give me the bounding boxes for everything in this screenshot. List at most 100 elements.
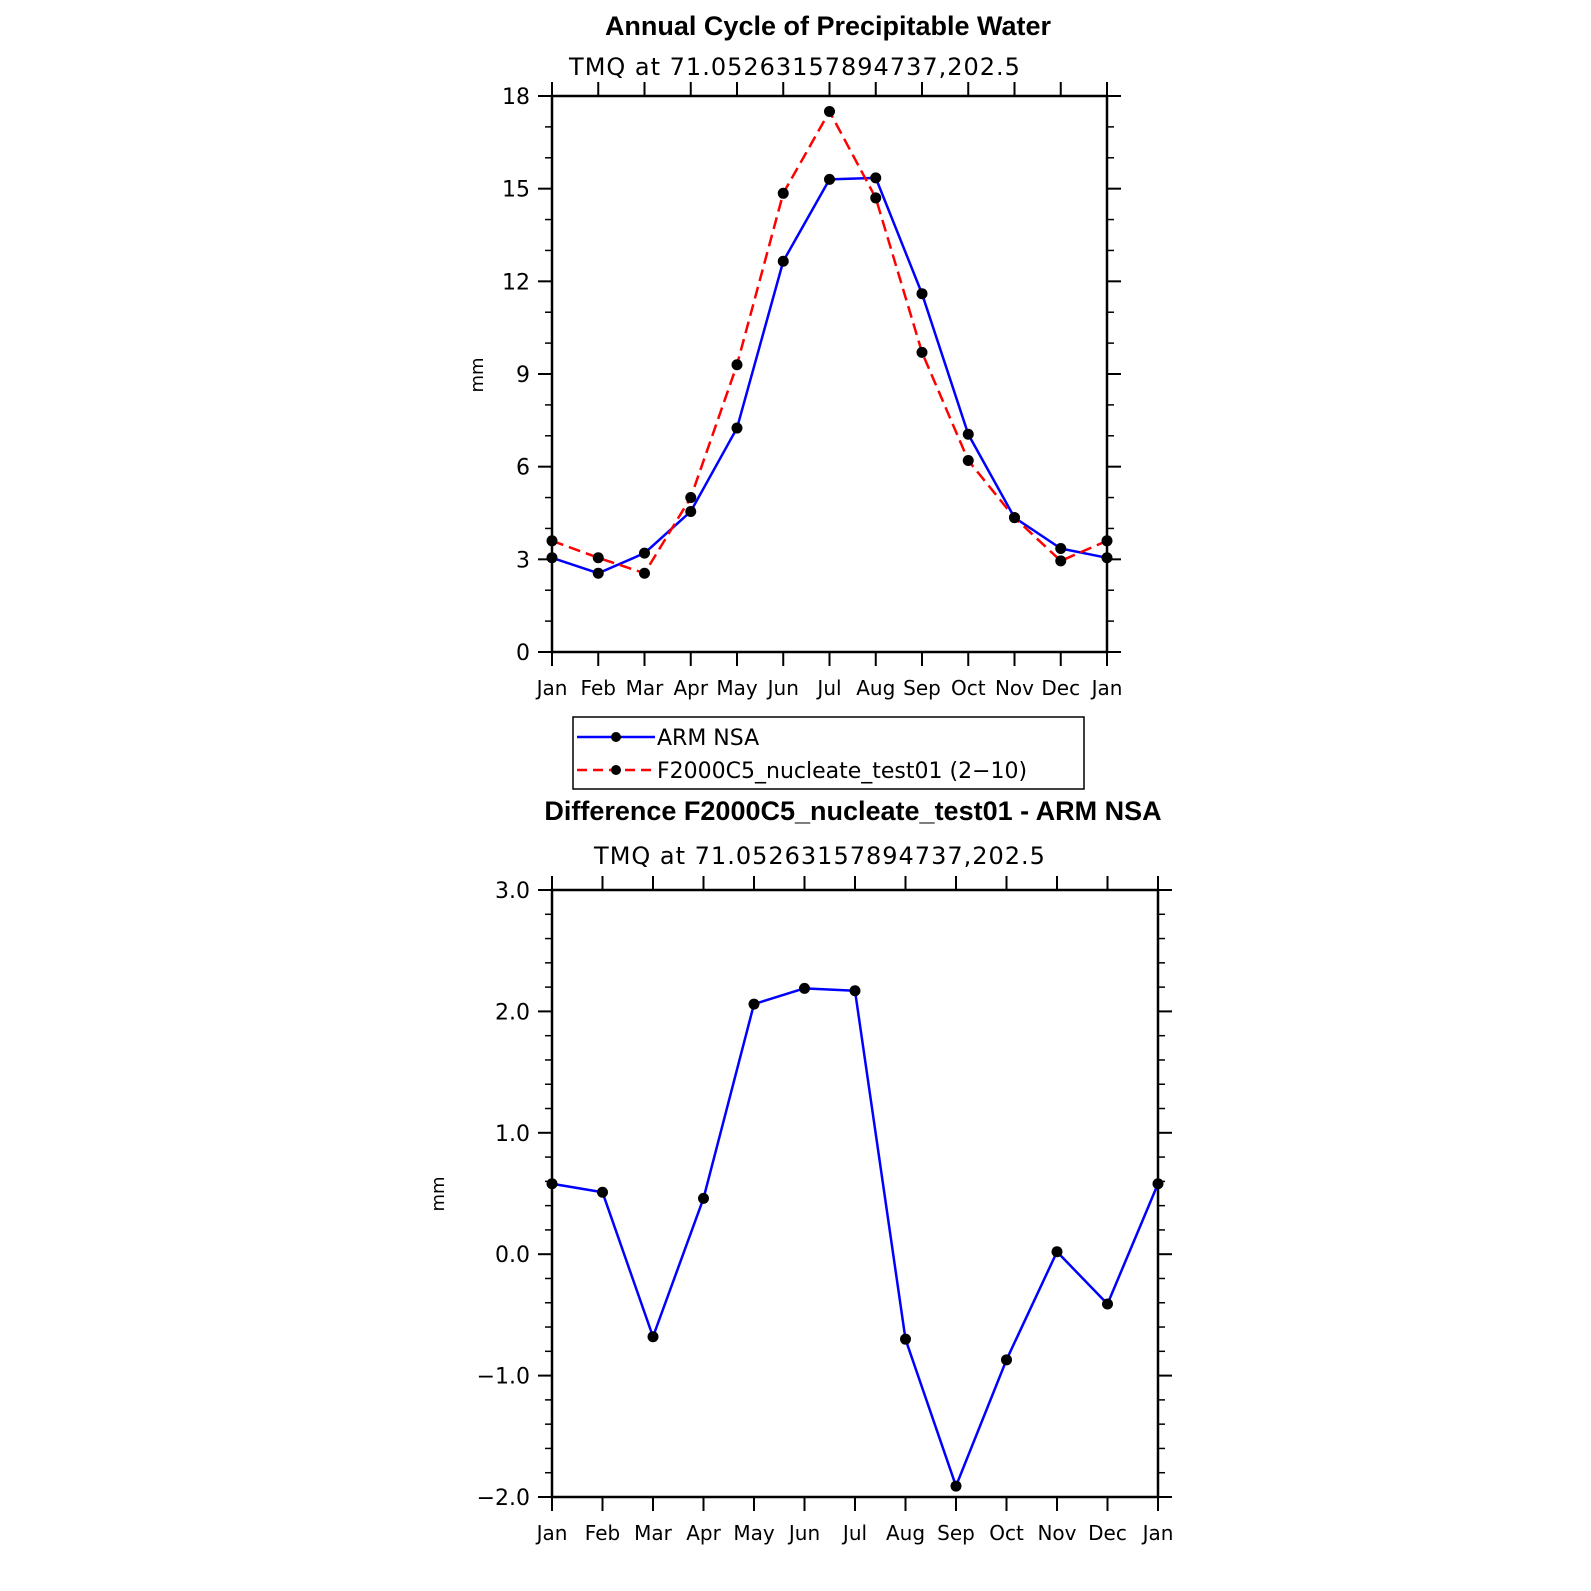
x-tick-label: Aug (856, 676, 895, 700)
x-tick-label: Sep (937, 1521, 975, 1545)
y-ticks: −2.0 −1.0 0.0 1.0 2.0 3.0 (477, 879, 1172, 1511)
y-tick-label: −2.0 (477, 1486, 530, 1511)
chart-subtitle: TMQ at 71.05263157894737,202.5 (593, 842, 1046, 870)
data-point-series-0 (900, 1333, 911, 1345)
data-point-series-0 (685, 505, 697, 517)
data-point-series-1 (962, 454, 974, 466)
legend-label-arm-nsa: ARM NSA (657, 726, 759, 751)
x-tick-label: Jan (535, 1521, 568, 1545)
data-point-series-1 (685, 492, 697, 504)
data-point-series-0 (1055, 543, 1067, 555)
data-point-series-0 (592, 567, 604, 579)
legend-box (572, 716, 1085, 790)
data-point-series-0 (698, 1192, 709, 1204)
y-tick-label: 18 (502, 85, 530, 110)
data-point-series-0 (647, 1331, 659, 1343)
x-ticks: Jan Feb Mar Apr May Jun Jul Aug Sep Oct Nov Dec Jan (535, 876, 1174, 1545)
data-point-series-0 (546, 552, 558, 564)
data-point-series-1 (731, 359, 743, 371)
x-tick-label: Oct (951, 676, 986, 700)
data-point-series-1 (916, 346, 928, 358)
x-tick-label: Jan (1141, 1521, 1174, 1545)
x-tick-label: Nov (995, 676, 1034, 700)
data-point-series-0 (962, 428, 974, 440)
plot-frame (550, 888, 1160, 1499)
data-point-series-1 (870, 192, 882, 204)
x-tick-label: May (716, 676, 758, 700)
x-tick-label: Mar (634, 1521, 673, 1545)
x-tick-label: Oct (989, 1521, 1024, 1545)
x-tick-label: Jun (766, 676, 799, 700)
annual-cycle-chart: Annual Cycle of Precipitable Water TMQ a… (467, 11, 1123, 790)
difference-chart: Difference F2000C5_nucleate_test01 - ARM… (428, 796, 1173, 1545)
chart-subtitle: TMQ at 71.05263157894737,202.5 (568, 53, 1021, 81)
y-tick-label: 1.0 (495, 1122, 530, 1147)
x-tick-label: Jan (535, 676, 568, 700)
y-axis-label: mm (467, 357, 488, 392)
y-tick-label: 0 (516, 641, 530, 666)
data-point-series-0 (1051, 1246, 1063, 1258)
data-point-series-1 (546, 535, 558, 547)
x-tick-label: Feb (581, 676, 616, 700)
data-point-series-0 (916, 288, 928, 300)
x-tick-label: Dec (1088, 1521, 1127, 1545)
data-point-series-1 (777, 187, 789, 199)
x-tick-label: Mar (626, 676, 665, 700)
y-tick-label: 6 (516, 456, 530, 481)
series-layer (546, 105, 1113, 579)
x-tick-label: Jun (787, 1521, 820, 1545)
data-point-series-1 (1101, 535, 1113, 547)
x-tick-label: Aug (886, 1521, 925, 1545)
legend-marker-arm-nsa (611, 732, 621, 742)
x-tick-label: Nov (1037, 1521, 1076, 1545)
legend-marker-model (611, 765, 621, 775)
chart-title: Annual Cycle of Precipitable Water (605, 11, 1052, 41)
data-point-series-0 (870, 172, 882, 184)
data-point-series-0 (824, 173, 835, 185)
data-point-series-0 (1152, 1178, 1164, 1190)
y-tick-label: 9 (516, 363, 530, 388)
x-tick-label: Jul (815, 676, 841, 700)
series-line-0 (551, 987, 1160, 1488)
data-point-series-0 (639, 547, 650, 559)
y-ticks: 0 3 6 9 12 15 18 (502, 85, 1121, 666)
data-point-series-1 (824, 105, 835, 117)
legend-label-model: F2000C5_nucleate_test01 (2−10) (657, 759, 1027, 784)
data-point-series-0 (950, 1480, 962, 1492)
data-point-series-1 (639, 567, 650, 579)
data-point-series-0 (731, 422, 743, 434)
y-tick-label: 0.0 (495, 1243, 530, 1268)
x-tick-label: Apr (686, 1521, 721, 1545)
data-point-series-0 (597, 1186, 608, 1198)
data-point-series-0 (1102, 1298, 1113, 1310)
x-tick-label: Apr (673, 676, 708, 700)
y-tick-label: 15 (502, 178, 530, 203)
x-tick-label: May (733, 1521, 775, 1545)
data-point-series-0 (1001, 1354, 1012, 1366)
x-tick-label: Sep (903, 676, 941, 700)
x-ticks: Jan Feb Mar Apr May Jun Jul Aug Sep Oct Nov Dec Jan (535, 82, 1123, 700)
y-tick-label: 3 (516, 548, 530, 573)
y-tick-label: 12 (502, 270, 530, 295)
chart-title: Difference F2000C5_nucleate_test01 - ARM… (544, 796, 1161, 826)
data-point-series-0 (777, 255, 789, 267)
x-tick-label: Feb (585, 1521, 620, 1545)
y-tick-label: 3.0 (495, 879, 530, 904)
data-point-series-0 (1101, 552, 1113, 564)
y-tick-label: −1.0 (477, 1365, 530, 1390)
data-point-series-0 (799, 982, 810, 994)
x-tick-label: Jul (841, 1521, 867, 1545)
data-point-series-1 (592, 552, 604, 564)
series-line-0 (551, 176, 1108, 575)
legend: ARM NSA F2000C5_nucleate_test01 (2−10) (572, 716, 1085, 790)
y-axis-label: mm (428, 1176, 449, 1211)
x-tick-label: Dec (1041, 676, 1080, 700)
data-point-series-1 (1009, 512, 1020, 524)
y-tick-label: 2.0 (495, 1000, 530, 1025)
data-point-series-0 (849, 985, 861, 997)
data-point-series-1 (1055, 555, 1067, 567)
x-tick-label: Jan (1090, 676, 1123, 700)
data-point-series-0 (748, 998, 760, 1010)
data-point-series-0 (546, 1178, 558, 1190)
